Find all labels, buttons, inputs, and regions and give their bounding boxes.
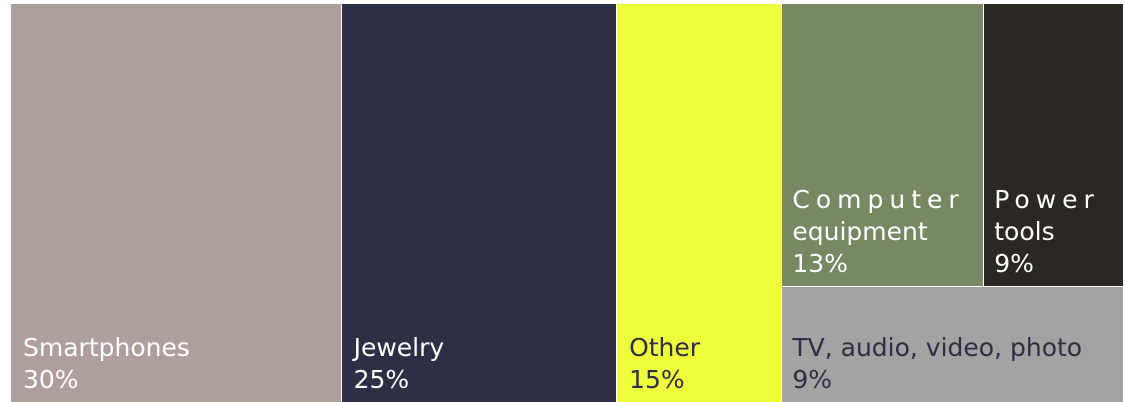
tile-tv-audio-video-photo: TV, audio, video, photo 9% xyxy=(782,286,1124,402)
tile-name: Computer equipment xyxy=(792,185,965,247)
tile-name: Other xyxy=(629,333,701,362)
tile-value: 9% xyxy=(994,249,1034,279)
tile-value: 15% xyxy=(629,365,685,394)
tile-label: Computer equipment 13% xyxy=(782,184,983,280)
tile-name: Jewelry xyxy=(353,333,445,362)
tile-jewelry: Jewelry 25% xyxy=(341,4,618,402)
tile-name: TV, audio, video, photo xyxy=(792,332,1083,362)
tile-label: TV, audio, video, photo 9% xyxy=(782,332,1123,396)
tile-name: Power tools xyxy=(994,185,1100,247)
tile-name: Smartphones xyxy=(23,333,190,362)
tile-value: 13% xyxy=(792,249,848,279)
tile-power-tools: Power tools 9% xyxy=(984,4,1124,287)
tile-value: 30% xyxy=(23,365,79,394)
tile-value: 9% xyxy=(792,364,833,394)
tile-label: Smartphones 30% xyxy=(11,332,341,396)
tile-value: 25% xyxy=(353,365,410,394)
treemap-chart: Smartphones 30% Jewelry 25% Other 15% Computer… xyxy=(11,4,1124,402)
tile-label: Jewelry 25% xyxy=(342,332,616,396)
tile-label: Power tools 9% xyxy=(984,184,1123,280)
tile-label: Other 15% xyxy=(617,332,781,396)
tile-smartphones: Smartphones 30% xyxy=(11,4,342,402)
tile-computer-equipment: Computer equipment 13% xyxy=(782,4,985,287)
tile-other: Other 15% xyxy=(617,4,783,402)
